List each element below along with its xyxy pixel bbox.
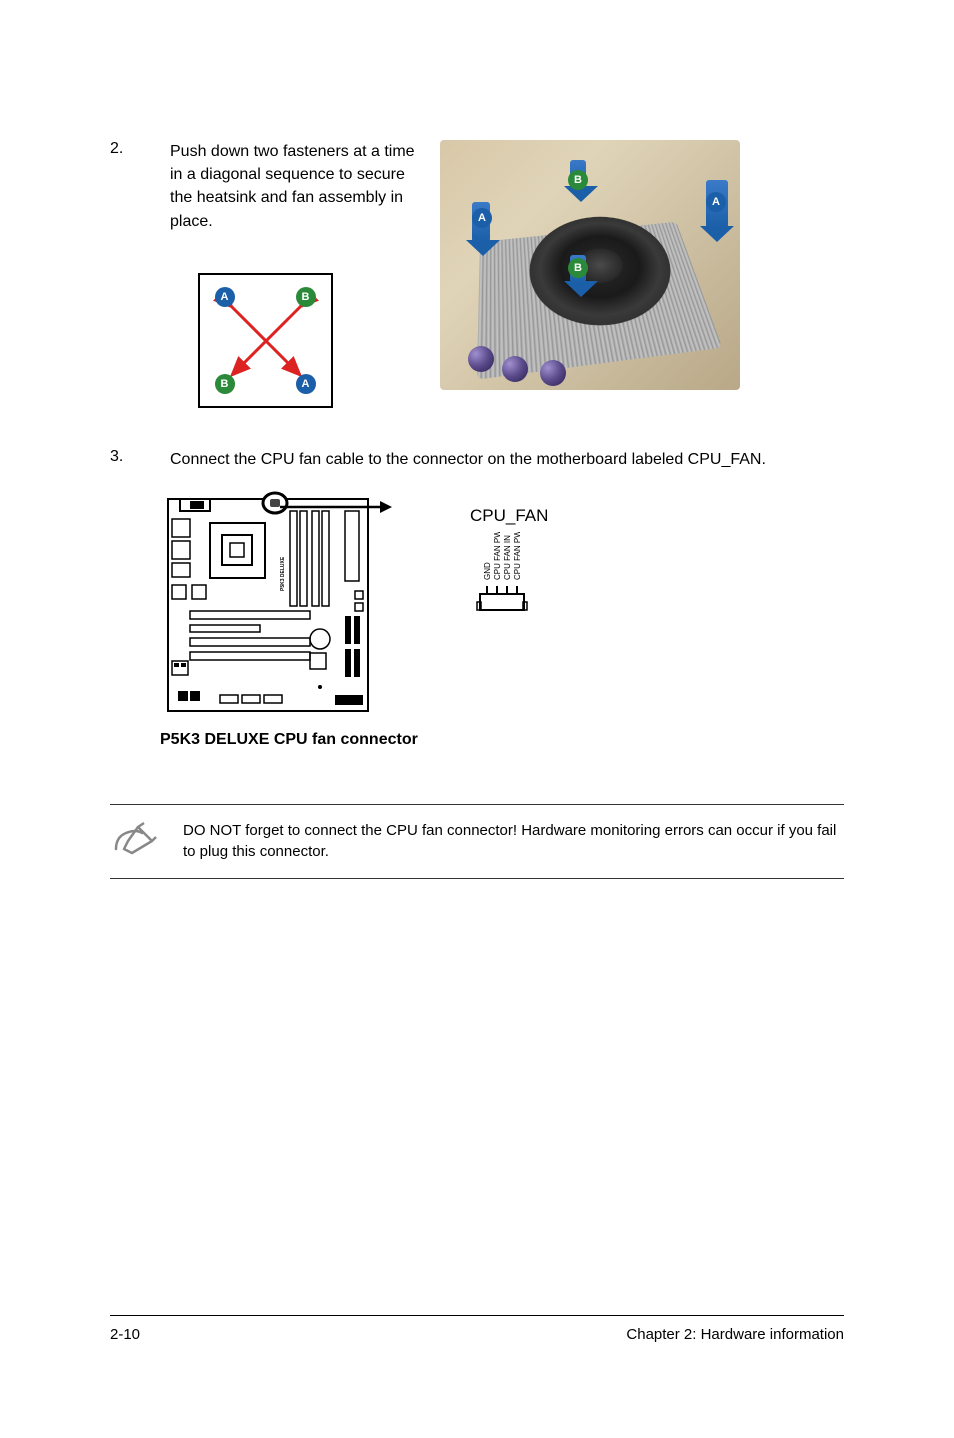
step-3-number: 3. xyxy=(110,448,150,471)
pencil-icon xyxy=(110,819,158,864)
page-number: 2-10 xyxy=(110,1326,140,1343)
capacitor xyxy=(540,360,566,386)
page-footer: 2-10 Chapter 2: Hardware information xyxy=(110,1315,844,1343)
diagonal-cross-diagram: A B B A xyxy=(198,273,333,408)
photo-badge-a-right: A xyxy=(706,192,726,212)
heatsink-photo: B B A A xyxy=(440,140,740,390)
warning-note: DO NOT forget to connect the CPU fan con… xyxy=(110,804,844,879)
page-content: 2. Push down two fasteners at a time in … xyxy=(0,0,954,879)
pointer-arrow-svg xyxy=(280,495,400,525)
pin-label-pwr: CPU FAN PWR xyxy=(493,532,502,580)
step-2-row: 2. Push down two fasteners at a time in … xyxy=(110,140,844,408)
heatsink-photo-wrap: B B A A xyxy=(440,140,844,408)
capacitor xyxy=(468,346,494,372)
warning-text: DO NOT forget to connect the CPU fan con… xyxy=(183,820,844,862)
photo-badge-b-top: B xyxy=(568,170,588,190)
step-3-row: 3. Connect the CPU fan cable to the conn… xyxy=(110,448,844,471)
mobo-board-label: P5K3 DELUXE xyxy=(280,556,286,591)
photo-badge-b-mid: B xyxy=(568,258,588,278)
step-2-number: 2. xyxy=(110,140,150,233)
mobo-caption: P5K3 DELUXE CPU fan connector xyxy=(160,731,844,749)
pin-svg: GND CPU FAN PWR CPU FAN IN CPU FAN PWM xyxy=(470,532,560,622)
badge-a-tl: A xyxy=(215,287,235,307)
step-3-text: Connect the CPU fan cable to the connect… xyxy=(170,448,766,471)
connector-detail: CPU_FAN GND CPU FAN PWR CPU FAN IN CPU F… xyxy=(470,491,560,627)
capacitor xyxy=(502,356,528,382)
photo-badge-a-left: A xyxy=(472,208,492,228)
cpu-fan-label: CPU_FAN xyxy=(470,506,560,526)
step-2-left-col: 2. Push down two fasteners at a time in … xyxy=(110,140,420,408)
badge-b-bl: B xyxy=(215,374,235,394)
badge-a-br: A xyxy=(296,374,316,394)
pin-label-pwm: CPU FAN PWM xyxy=(513,532,522,580)
pin-label-in: CPU FAN IN xyxy=(503,535,512,580)
motherboard-diagram-row: P5K3 DELUXE xyxy=(160,491,844,721)
motherboard-svg: P5K3 DELUXE xyxy=(160,491,380,721)
step-2-text: Push down two fasteners at a time in a d… xyxy=(170,140,420,233)
chapter-title: Chapter 2: Hardware information xyxy=(626,1326,844,1343)
pin-label-gnd: GND xyxy=(483,562,492,580)
badge-b-tr: B xyxy=(296,287,316,307)
